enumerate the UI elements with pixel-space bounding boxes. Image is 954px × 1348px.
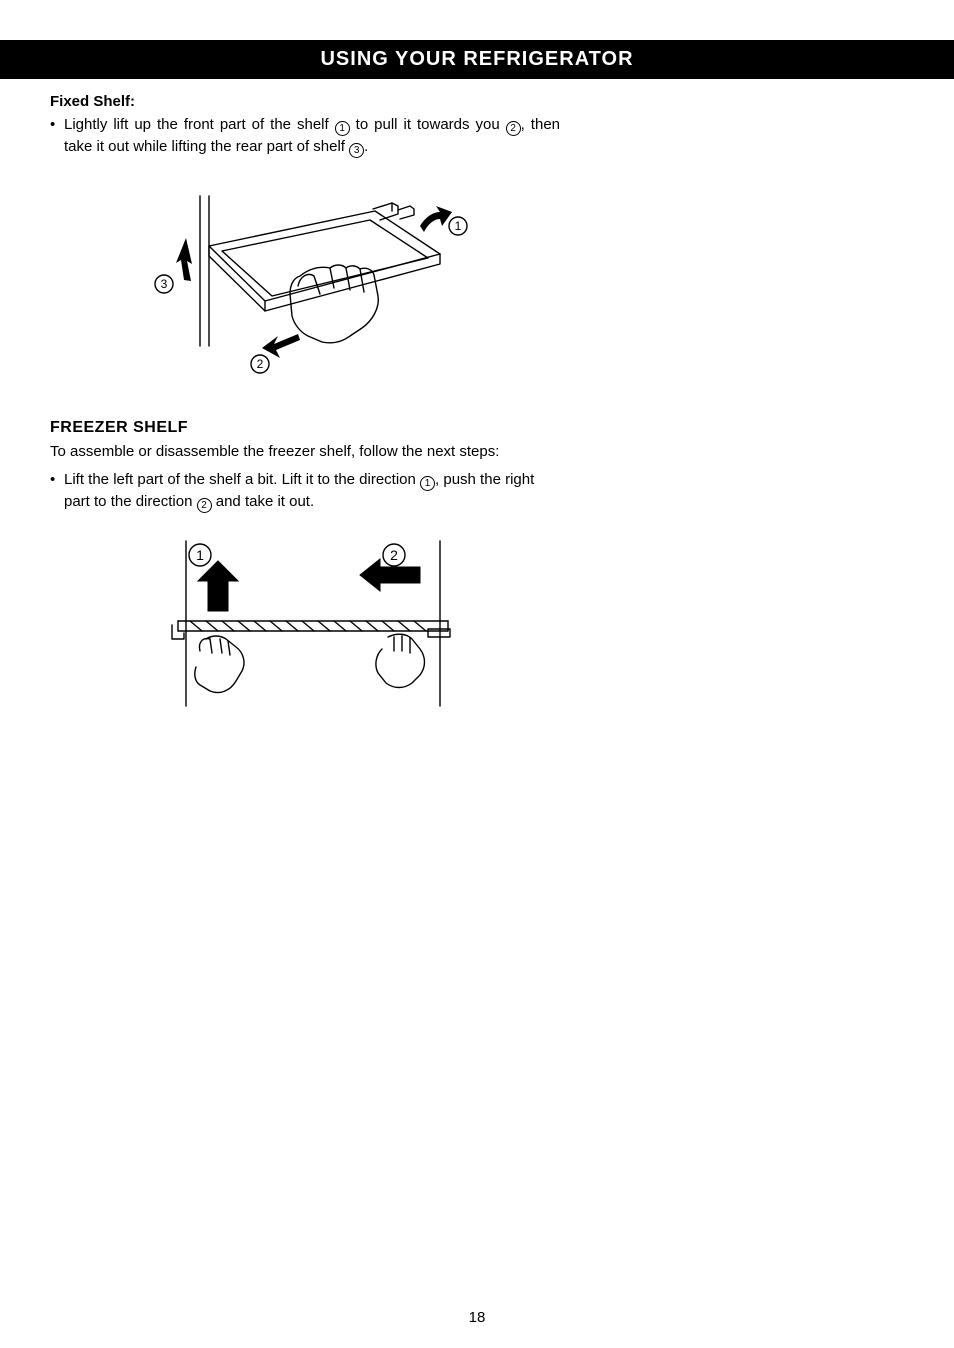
fixed-shelf-text: Lightly lift up the front part of the sh…	[64, 114, 560, 158]
fig1-label-2: 2	[257, 357, 264, 371]
ref-circle-1: 1	[335, 121, 350, 136]
freezer-shelf-intro: To assemble or disassemble the freezer s…	[50, 441, 560, 463]
page-number: 18	[0, 1309, 954, 1326]
freezer-shelf-heading: FREEZER SHELF	[50, 419, 560, 437]
fixed-shelf-heading: Fixed Shelf:	[50, 93, 560, 110]
text: and take it out.	[212, 493, 315, 510]
bullet-dot-icon: •	[50, 114, 64, 158]
ref-circle-3: 3	[349, 143, 364, 158]
content-column: Fixed Shelf: • Lightly lift up the front…	[50, 93, 560, 726]
text: Lift the left part of the shelf a bit. L…	[64, 471, 420, 488]
fig2-label-1: 1	[196, 547, 204, 563]
ref-circle-1: 1	[420, 476, 435, 491]
freezer-shelf-text: Lift the left part of the shelf a bit. L…	[64, 469, 560, 513]
ref-circle-2: 2	[197, 498, 212, 513]
bullet-dot-icon: •	[50, 469, 64, 513]
text: .	[364, 138, 368, 155]
page-header: USING YOUR REFRIGERATOR	[0, 40, 954, 79]
fig1-label-1: 1	[455, 219, 462, 233]
fixed-shelf-figure: 1 2 3	[50, 176, 560, 391]
freezer-shelf-figure: 1 2	[50, 531, 560, 726]
fig1-label-3: 3	[161, 277, 168, 291]
text: to pull it towards you	[350, 116, 506, 133]
ref-circle-2: 2	[506, 121, 521, 136]
freezer-shelf-bullet: • Lift the left part of the shelf a bit.…	[50, 469, 560, 513]
text: Lightly lift up the front part of the sh…	[64, 116, 335, 133]
fig2-label-2: 2	[390, 547, 398, 563]
fixed-shelf-bullet: • Lightly lift up the front part of the …	[50, 114, 560, 158]
